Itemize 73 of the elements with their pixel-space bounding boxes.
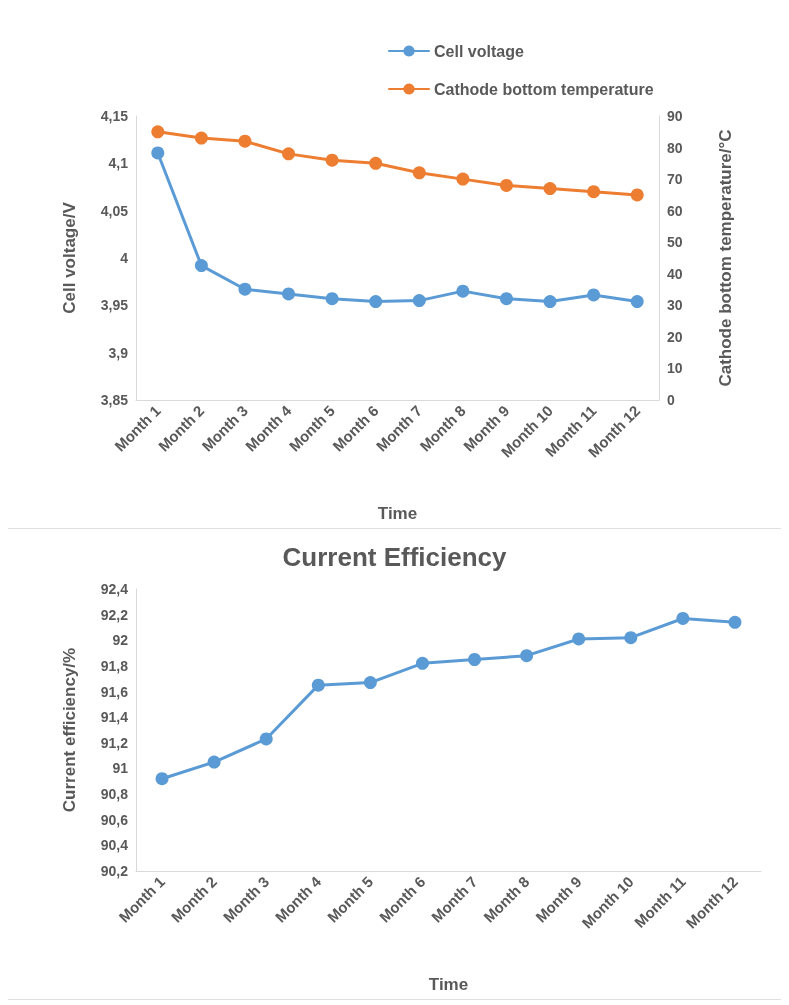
- point: [151, 125, 165, 139]
- point: [630, 295, 644, 309]
- point: [572, 632, 586, 646]
- point: [151, 146, 165, 160]
- legend-label: Cell voltage: [434, 42, 524, 60]
- y2-tick-label: 60: [667, 202, 683, 219]
- y-tick-label: 3,85: [100, 392, 129, 408]
- point: [155, 772, 169, 786]
- point: [587, 185, 601, 199]
- point: [325, 153, 339, 167]
- point: [499, 292, 513, 306]
- y-tick-label: 90,4: [100, 837, 129, 854]
- y-tick-label: 3,9: [108, 344, 129, 361]
- y-tick-label: 90,6: [100, 811, 129, 828]
- x-axis-title: Time: [377, 504, 418, 523]
- point: [543, 295, 557, 309]
- legend-label: Cathode bottom temperature: [434, 80, 654, 98]
- point: [412, 166, 426, 180]
- point: [630, 188, 644, 202]
- y-tick-label: 4,1: [108, 155, 129, 172]
- x-axis-title: Time: [428, 975, 469, 994]
- y2-tick-label: 70: [667, 171, 683, 188]
- y2-tick-label: 80: [667, 139, 683, 156]
- y-tick-label: 91: [112, 760, 129, 777]
- point: [624, 631, 638, 645]
- y-tick-label: 3,95: [100, 297, 129, 314]
- point: [282, 287, 296, 301]
- point: [325, 292, 339, 306]
- point: [676, 611, 690, 625]
- y-tick-label: 90,2: [100, 863, 129, 879]
- y2-tick-label: 40: [667, 265, 683, 282]
- y-tick-label: 4,05: [100, 202, 129, 219]
- point: [412, 294, 426, 308]
- point: [468, 653, 482, 666]
- point: [363, 676, 377, 690]
- y-axis-title: Current efficiency/%: [60, 647, 79, 813]
- y-tick-label: 4,15: [100, 108, 129, 124]
- y-tick-label: 91,4: [100, 709, 129, 726]
- y-tick-label: 92: [112, 632, 129, 649]
- point: [369, 295, 383, 309]
- y-tick-label: 92,4: [100, 581, 129, 597]
- point: [311, 678, 325, 692]
- point: [520, 649, 534, 663]
- y-tick-label: 4: [120, 250, 129, 266]
- y-tick-label: 92,2: [100, 606, 129, 623]
- y-tick-label: 91,2: [100, 734, 129, 751]
- y2-tick-label: 50: [667, 234, 683, 251]
- point: [282, 147, 296, 161]
- y-tick-label: 90,8: [100, 786, 129, 803]
- chart-title: Current Efficiency: [282, 542, 508, 572]
- y2-tick-label: 10: [667, 360, 683, 377]
- point: [194, 131, 208, 145]
- y-tick-label: 91,8: [100, 657, 129, 674]
- point: [369, 156, 383, 170]
- point: [415, 656, 429, 670]
- y2-tick-label: 90: [667, 108, 683, 124]
- point: [456, 172, 470, 186]
- point: [728, 615, 742, 629]
- point: [456, 284, 470, 298]
- y2-axis-title: Cathode bottom temperature/°C: [716, 129, 735, 387]
- point: [587, 288, 601, 302]
- point: [207, 755, 221, 769]
- point: [499, 178, 513, 192]
- point: [238, 134, 252, 148]
- point: [238, 282, 252, 296]
- y2-tick-label: 20: [667, 328, 683, 345]
- point: [543, 182, 557, 196]
- y2-tick-label: 30: [667, 297, 683, 314]
- point: [259, 732, 273, 746]
- y2-tick-label: 0: [667, 392, 675, 408]
- y-axis-title: Cell voltage/V: [60, 201, 79, 314]
- point: [194, 259, 208, 273]
- y-tick-label: 91,6: [100, 683, 129, 700]
